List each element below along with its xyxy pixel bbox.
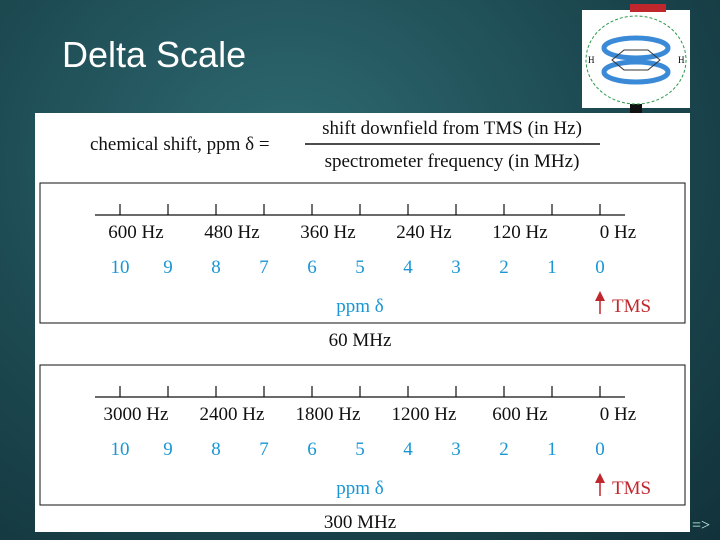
hz-label: 2400 Hz: [200, 404, 265, 425]
ppm-label: 8: [211, 439, 221, 460]
axis-label: ppm δ: [336, 478, 384, 499]
hz-label: 240 Hz: [396, 222, 451, 243]
frequency-label: 300 MHz: [324, 512, 396, 533]
ppm-label: 3: [451, 257, 461, 278]
ppm-label: 9: [163, 257, 173, 278]
ppm-label: 9: [163, 439, 173, 460]
ppm-label: 3: [451, 439, 461, 460]
hz-label: 120 Hz: [492, 222, 547, 243]
ppm-label: 0: [595, 257, 605, 278]
hz-label: 480 Hz: [204, 222, 259, 243]
formula-lhs: chemical shift, ppm δ =: [90, 134, 270, 155]
field-line: [585, 15, 687, 105]
ppm-label: 6: [307, 439, 317, 460]
ppm-label: 7: [259, 257, 269, 278]
formula-denominator: spectrometer frequency (in MHz): [325, 151, 580, 172]
scale-box: [39, 182, 686, 324]
slide-title: Delta Scale: [62, 34, 246, 75]
ppm-label: 6: [307, 257, 317, 278]
axis-label: ppm δ: [336, 296, 384, 317]
image-label: H: [678, 55, 685, 65]
ring-current: [601, 35, 671, 61]
hz-label: 0 Hz: [600, 404, 636, 425]
image-label: H: [588, 55, 595, 65]
magnet-top: [630, 4, 666, 12]
formula-numerator: shift downfield from TMS (in Hz): [322, 118, 582, 139]
hz-label: 0 Hz: [600, 222, 636, 243]
magnet-bottom: [630, 104, 642, 114]
hz-label: 600 Hz: [492, 404, 547, 425]
ppm-label: 2: [499, 439, 509, 460]
footer-arrow: =>: [692, 517, 710, 534]
ppm-label: 4: [403, 439, 413, 460]
hz-label: 3000 Hz: [104, 404, 169, 425]
hz-label: 360 Hz: [300, 222, 355, 243]
hz-label: 1800 Hz: [296, 404, 361, 425]
tms-arrowhead: [595, 473, 605, 483]
ppm-label: 10: [111, 439, 130, 460]
frequency-label: 60 MHz: [329, 330, 392, 351]
ring-current: [601, 59, 671, 85]
ppm-label: 10: [111, 257, 130, 278]
ppm-label: 4: [403, 257, 413, 278]
ppm-label: 1: [547, 439, 557, 460]
ppm-label: 0: [595, 439, 605, 460]
ring-current-image: H H: [582, 4, 690, 114]
tms-label: TMS: [612, 478, 651, 499]
tms-label: TMS: [612, 296, 651, 317]
hz-label: 600 Hz: [108, 222, 163, 243]
ppm-label: 5: [355, 257, 365, 278]
ppm-label: 1: [547, 257, 557, 278]
ppm-label: 8: [211, 257, 221, 278]
ppm-label: 2: [499, 257, 509, 278]
ppm-label: 7: [259, 439, 269, 460]
scale-box: [39, 364, 686, 506]
benzene: [611, 49, 661, 71]
tms-arrowhead: [595, 291, 605, 301]
ppm-label: 5: [355, 439, 365, 460]
hz-label: 1200 Hz: [392, 404, 457, 425]
